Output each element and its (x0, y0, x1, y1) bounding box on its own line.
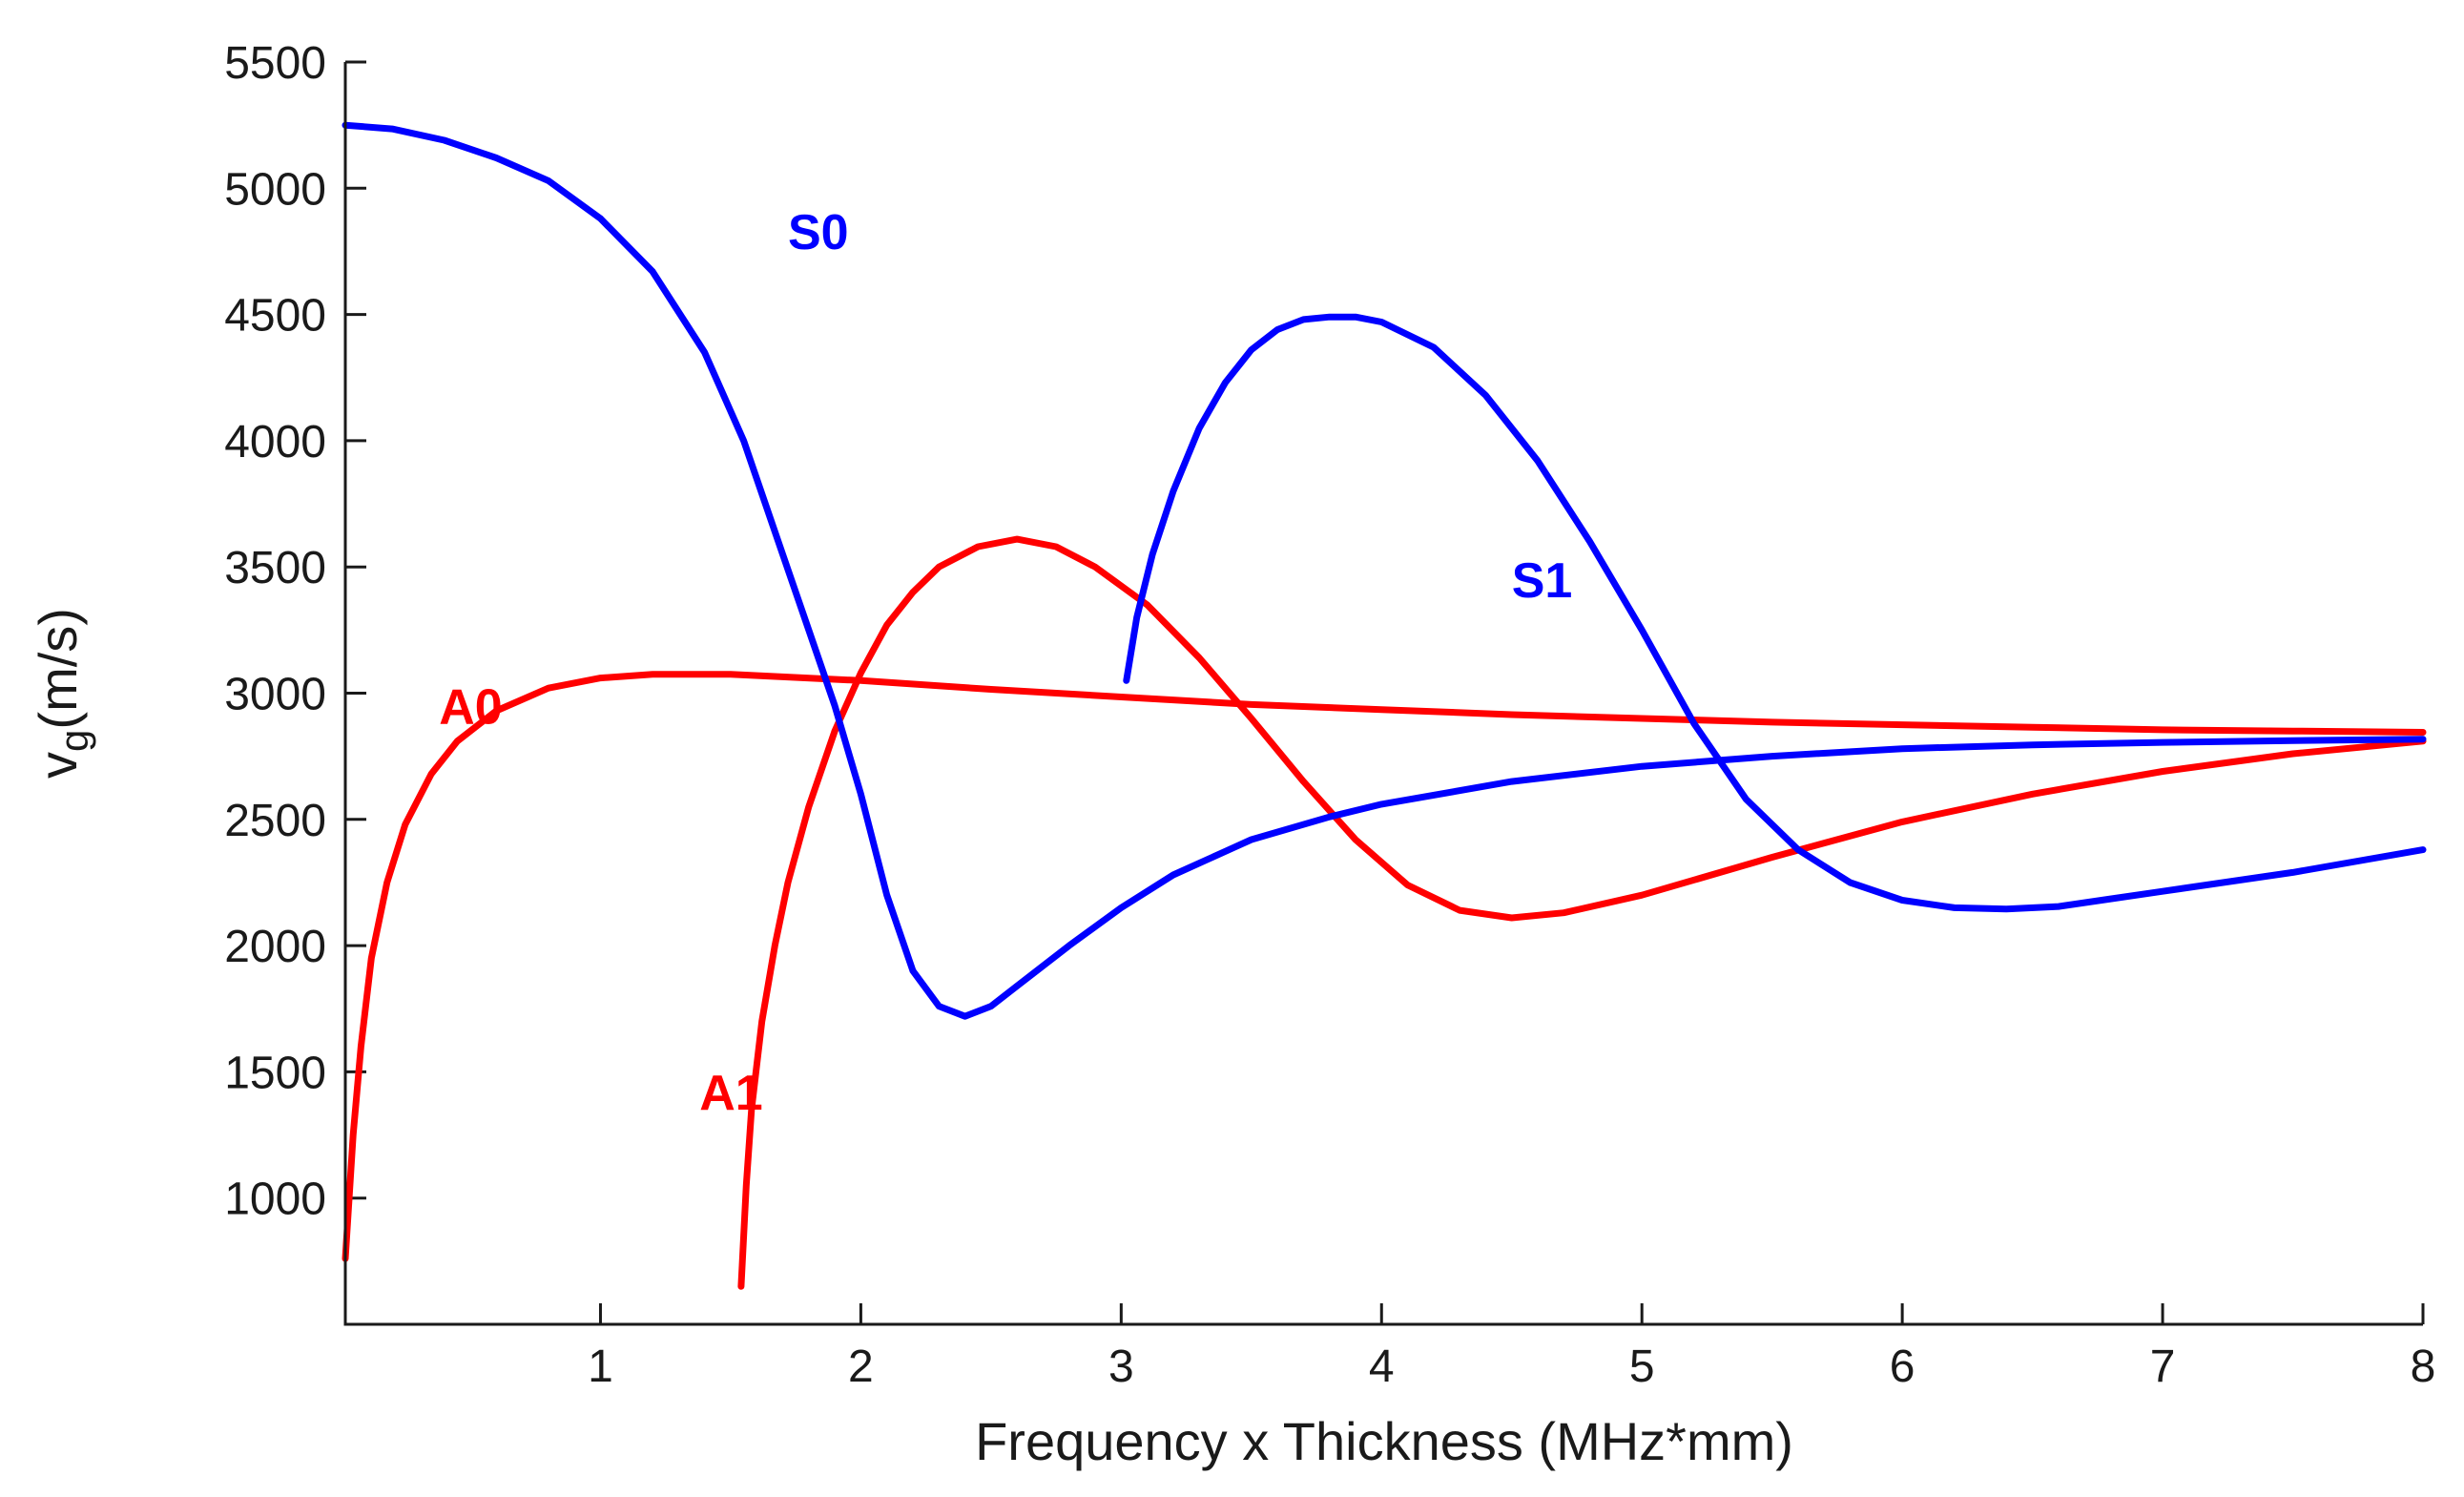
y-axis-title: vg(m/s) (28, 608, 96, 779)
x-tick-label: 8 (2411, 1341, 2436, 1392)
x-tick-label: 5 (1629, 1341, 1655, 1392)
series-line-s1 (1123, 313, 2427, 913)
x-tick-label: 6 (1890, 1341, 1915, 1392)
series-lines (342, 121, 2427, 1290)
y-tick-label: 5000 (224, 164, 326, 215)
x-tick-label: 3 (1108, 1341, 1134, 1392)
series-label-s1: S1 (1512, 553, 1573, 609)
y-tick-label: 3000 (224, 670, 326, 720)
y-tick-label: 1000 (224, 1175, 326, 1225)
series-line-a1 (737, 535, 2427, 1290)
x-axis-title: Frequency x Thickness (MHz*mm) (975, 1411, 1793, 1471)
series-label-a0: A0 (439, 679, 502, 735)
series-line-s0 (342, 121, 2427, 1020)
x-tick-label: 2 (848, 1341, 874, 1392)
y-axis-ticks: 1000 1500 2000 2500 3000 3500 4000 4500 5000 5500 (224, 38, 366, 1225)
y-tick-label: 3500 (224, 543, 326, 593)
series-line-a0 (342, 671, 2427, 1262)
y-tick-label: 5500 (224, 38, 326, 89)
y-tick-label: 4500 (224, 291, 326, 342)
axis-frame (343, 62, 2423, 1326)
series-label-s0: S0 (788, 205, 849, 260)
x-tick-label: 7 (2150, 1341, 2176, 1392)
y-tick-label: 1500 (224, 1048, 326, 1098)
y-tick-label: 2500 (224, 796, 326, 846)
y-axis-title-units: (m/s) (28, 608, 88, 730)
x-axis-ticks: 1 2 3 4 5 6 7 8 (588, 1303, 2435, 1392)
x-tick-label: 1 (588, 1341, 613, 1392)
y-tick-label: 2000 (224, 922, 326, 972)
series-labels: A0 A1 S0 S1 (439, 205, 1572, 1121)
series-label-a1: A1 (699, 1066, 762, 1121)
x-tick-label: 4 (1369, 1341, 1395, 1392)
y-tick-label: 4000 (224, 417, 326, 468)
y-axis-title-main: v (28, 752, 88, 779)
y-axis-title-subscript: g (52, 730, 96, 752)
